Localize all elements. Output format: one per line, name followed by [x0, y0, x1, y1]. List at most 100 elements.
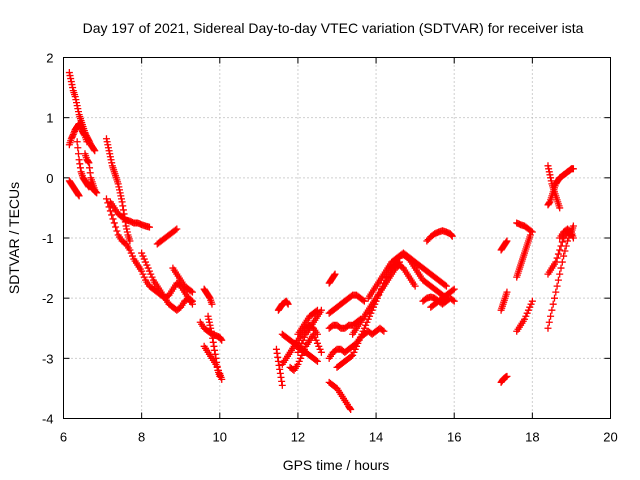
data-point — [552, 288, 560, 296]
data-point — [80, 131, 88, 139]
data-point — [295, 357, 303, 365]
data-point — [274, 357, 282, 365]
data-point — [107, 156, 115, 164]
data-point — [66, 72, 74, 80]
data-point — [67, 78, 75, 86]
data-point — [114, 180, 122, 188]
series-track-2 — [65, 120, 91, 149]
data-point — [545, 318, 553, 326]
y-axis-label: SDTVAR / TECUs — [6, 182, 22, 294]
data-point — [347, 405, 355, 413]
data-point — [119, 206, 127, 214]
data-point — [207, 327, 215, 335]
data-point — [449, 286, 457, 294]
data-point — [109, 215, 117, 223]
series-track-34 — [423, 227, 456, 245]
data-point — [359, 296, 367, 304]
series-track-11 — [169, 264, 196, 296]
data-point — [126, 246, 134, 254]
data-point — [70, 129, 78, 137]
data-point — [351, 345, 359, 353]
data-point — [548, 306, 556, 314]
data-point — [116, 186, 124, 194]
data-point — [65, 69, 73, 77]
data-point — [354, 339, 362, 347]
series-track-9 — [138, 249, 196, 305]
data-point — [569, 165, 577, 173]
data-point — [118, 198, 126, 206]
data-point — [561, 247, 569, 255]
data-point — [143, 261, 151, 269]
data-point — [544, 324, 552, 332]
data-point — [349, 351, 357, 359]
data-point — [276, 365, 284, 373]
data-point — [71, 93, 79, 101]
series-track-38 — [513, 231, 534, 281]
x-tick-label: 20 — [603, 430, 617, 445]
data-point — [218, 336, 226, 344]
data-point — [213, 362, 221, 370]
data-point — [558, 258, 566, 266]
data-point — [450, 285, 458, 293]
x-tick-label: 8 — [138, 430, 145, 445]
series-track-40 — [513, 297, 536, 335]
data-point — [311, 333, 319, 341]
data-point — [108, 159, 116, 167]
grid-lines — [63, 57, 611, 419]
data-point — [212, 354, 220, 362]
data-point — [312, 356, 320, 364]
data-point — [284, 299, 292, 307]
data-point — [74, 150, 82, 158]
data-point — [569, 234, 577, 242]
data-point — [356, 333, 364, 341]
data-point — [106, 150, 114, 158]
data-point — [119, 202, 127, 210]
data-point — [86, 164, 94, 172]
data-point — [188, 288, 196, 296]
data-point — [205, 318, 213, 326]
data-point — [549, 300, 557, 308]
data-point — [277, 373, 285, 381]
data-point — [138, 249, 146, 257]
data-point — [145, 223, 153, 231]
x-tick-labels: 6 8 10 12 14 16 18 20 — [60, 430, 618, 445]
data-point — [126, 237, 134, 245]
data-point — [364, 315, 372, 323]
data-point — [217, 335, 225, 343]
data-point — [74, 191, 82, 199]
data-point — [310, 330, 318, 338]
data-point — [521, 315, 529, 323]
data-point — [558, 238, 566, 246]
series-track-32 — [419, 293, 458, 308]
data-point — [144, 264, 152, 272]
data-point — [503, 237, 511, 245]
data-point — [90, 146, 98, 154]
series-track-31 — [388, 249, 450, 290]
data-point — [317, 306, 325, 314]
data-point — [295, 345, 303, 353]
data-point — [294, 360, 302, 368]
data-point — [442, 282, 450, 290]
y-tick-label: -1 — [42, 231, 54, 246]
data-points — [65, 69, 577, 413]
data-point — [556, 270, 564, 278]
data-point — [448, 232, 456, 240]
data-point — [123, 228, 131, 236]
series-track-37 — [497, 237, 511, 254]
data-point — [360, 324, 368, 332]
data-point — [74, 108, 82, 116]
series-track-17 — [272, 345, 286, 389]
data-point — [122, 222, 130, 230]
data-point — [85, 159, 93, 167]
data-point — [554, 276, 562, 284]
series-track-20 — [286, 330, 325, 374]
data-point — [441, 281, 449, 289]
data-point — [313, 339, 321, 347]
data-point — [316, 345, 324, 353]
data-point — [503, 288, 511, 296]
data-point — [145, 267, 153, 275]
data-point — [69, 84, 77, 92]
data-point — [379, 326, 387, 334]
data-point — [274, 353, 282, 361]
